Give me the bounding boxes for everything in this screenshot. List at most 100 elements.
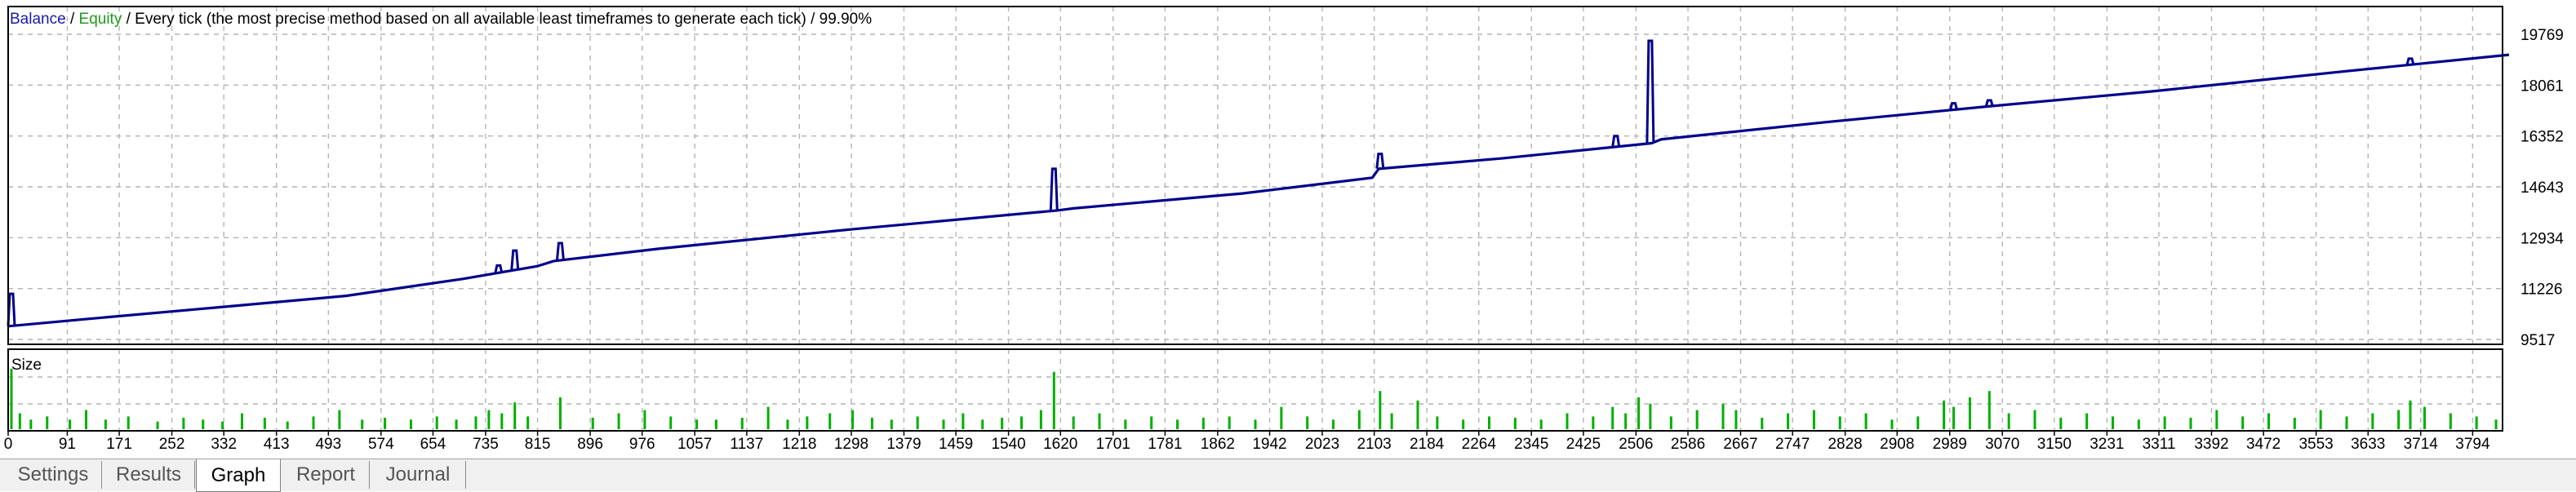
size-bar bbox=[1390, 413, 1393, 429]
size-bar bbox=[1721, 403, 1725, 429]
x-tick-label: 3150 bbox=[2037, 436, 2072, 453]
tab-journal[interactable]: Journal bbox=[371, 461, 466, 489]
size-bar bbox=[1052, 371, 1055, 429]
size-bar bbox=[1280, 406, 1283, 429]
equity-spike bbox=[494, 264, 504, 273]
x-tick-label: 654 bbox=[420, 436, 446, 453]
equity-spike bbox=[1375, 153, 1385, 169]
size-bar bbox=[286, 421, 289, 429]
size-bar bbox=[766, 406, 770, 429]
equity-spike bbox=[1611, 135, 1621, 148]
size-bar bbox=[2137, 419, 2140, 429]
x-tick-label: 1057 bbox=[677, 436, 712, 453]
x-tick-label: 1218 bbox=[782, 436, 816, 453]
size-bar bbox=[1916, 416, 1920, 429]
x-tick-label: 2586 bbox=[1671, 436, 1705, 453]
x-tick-label: 1942 bbox=[1252, 436, 1286, 453]
y-tick-label: 18061 bbox=[2520, 78, 2564, 95]
size-bar bbox=[2163, 416, 2166, 429]
tester-tab-bar: Settings Results Graph Report Journal bbox=[0, 459, 2576, 492]
size-bar bbox=[241, 413, 243, 429]
size-bar bbox=[2423, 406, 2426, 429]
x-tick-label: 574 bbox=[368, 436, 394, 453]
legend-equity: Equity bbox=[79, 11, 122, 28]
y-tick-label: 12934 bbox=[2520, 230, 2564, 247]
x-tick-label: 896 bbox=[577, 436, 603, 453]
size-bar bbox=[2397, 410, 2401, 429]
x-tick-label: 1781 bbox=[1148, 436, 1182, 453]
x-tick-label: 2989 bbox=[1933, 436, 1967, 453]
y-tick-label: 11226 bbox=[2520, 281, 2562, 299]
x-tick-label: 1298 bbox=[834, 436, 868, 453]
size-bar bbox=[1254, 419, 1257, 429]
size-bar bbox=[2293, 417, 2296, 429]
size-bar bbox=[1020, 416, 1023, 429]
tab-results[interactable]: Results bbox=[103, 461, 195, 489]
size-bar bbox=[2475, 416, 2478, 429]
size-bar bbox=[1416, 400, 1419, 429]
size-bar bbox=[890, 419, 893, 429]
size-bar bbox=[338, 410, 341, 429]
size-bar bbox=[104, 419, 107, 429]
x-tick-label: 3794 bbox=[2455, 436, 2490, 453]
size-bar bbox=[1787, 413, 1790, 429]
x-tick-label: 3392 bbox=[2194, 436, 2228, 453]
x-tick-label: 3311 bbox=[2143, 436, 2176, 453]
x-tick-label: 2747 bbox=[1775, 436, 1810, 453]
size-bar bbox=[1952, 406, 1956, 429]
size-bar bbox=[1761, 417, 1764, 429]
x-tick-label: 3553 bbox=[2298, 436, 2333, 453]
size-bar bbox=[2189, 417, 2192, 429]
tab-graph[interactable]: Graph bbox=[196, 459, 281, 492]
size-bar bbox=[2033, 410, 2036, 429]
y-tick-label: 19769 bbox=[2520, 27, 2564, 44]
size-bar bbox=[786, 419, 789, 429]
size-bar bbox=[1812, 410, 1815, 429]
size-bar bbox=[2319, 410, 2322, 429]
x-tick-label: 0 bbox=[4, 436, 13, 453]
size-grid bbox=[7, 349, 2503, 431]
x-tick-label: 1459 bbox=[939, 436, 973, 453]
x-tick-label: 2184 bbox=[1410, 436, 1445, 453]
equity-spike bbox=[1646, 39, 1655, 144]
size-bar bbox=[202, 419, 205, 429]
equity-spike bbox=[510, 249, 520, 271]
x-tick-label: 2264 bbox=[1462, 436, 1497, 453]
size-bar bbox=[2494, 419, 2498, 429]
tab-report[interactable]: Report bbox=[282, 461, 370, 489]
size-bar bbox=[1669, 416, 1672, 429]
size-bar bbox=[1592, 416, 1595, 429]
size-bar bbox=[29, 419, 33, 429]
size-bar bbox=[851, 410, 855, 429]
size-bar bbox=[1332, 419, 1335, 429]
size-bar bbox=[1566, 413, 1569, 429]
size-bars bbox=[10, 368, 2498, 429]
x-tick-label: 2425 bbox=[1566, 436, 1601, 453]
size-bar bbox=[828, 413, 832, 429]
x-axis-labels: 0 91 171 252 332 413 493 574 654 735 815 896 976 1057… bbox=[4, 431, 2490, 453]
size-bar bbox=[1379, 391, 1382, 429]
size-bar bbox=[409, 419, 412, 429]
size-bar bbox=[1695, 410, 1699, 429]
x-tick-label: 171 bbox=[106, 436, 132, 453]
size-bar bbox=[1357, 410, 1361, 429]
size-bar bbox=[2449, 413, 2452, 429]
size-bar bbox=[695, 419, 699, 429]
size-bar bbox=[2371, 413, 2374, 429]
x-tick-label: 252 bbox=[159, 436, 185, 453]
x-tick-label: 2908 bbox=[1880, 436, 1914, 453]
x-tick-label: 735 bbox=[473, 436, 499, 453]
tester-chart: 19769 18061 16352 14643 12934 11226 9517 0 91 17… bbox=[3, 6, 2565, 453]
tab-settings[interactable]: Settings bbox=[5, 461, 102, 489]
x-tick-label: 976 bbox=[629, 436, 655, 453]
balance-series bbox=[7, 53, 2510, 328]
size-bar bbox=[2112, 416, 2114, 429]
legend-description: / Every tick (the most precise method ba… bbox=[122, 11, 872, 28]
size-bar bbox=[916, 416, 919, 429]
x-tick-label: 493 bbox=[315, 436, 341, 453]
size-bar bbox=[2059, 417, 2063, 429]
size-bar bbox=[1988, 391, 1991, 429]
size-bar bbox=[1838, 416, 1841, 429]
equity-spike bbox=[2405, 57, 2415, 65]
size-bar bbox=[1968, 397, 1971, 429]
